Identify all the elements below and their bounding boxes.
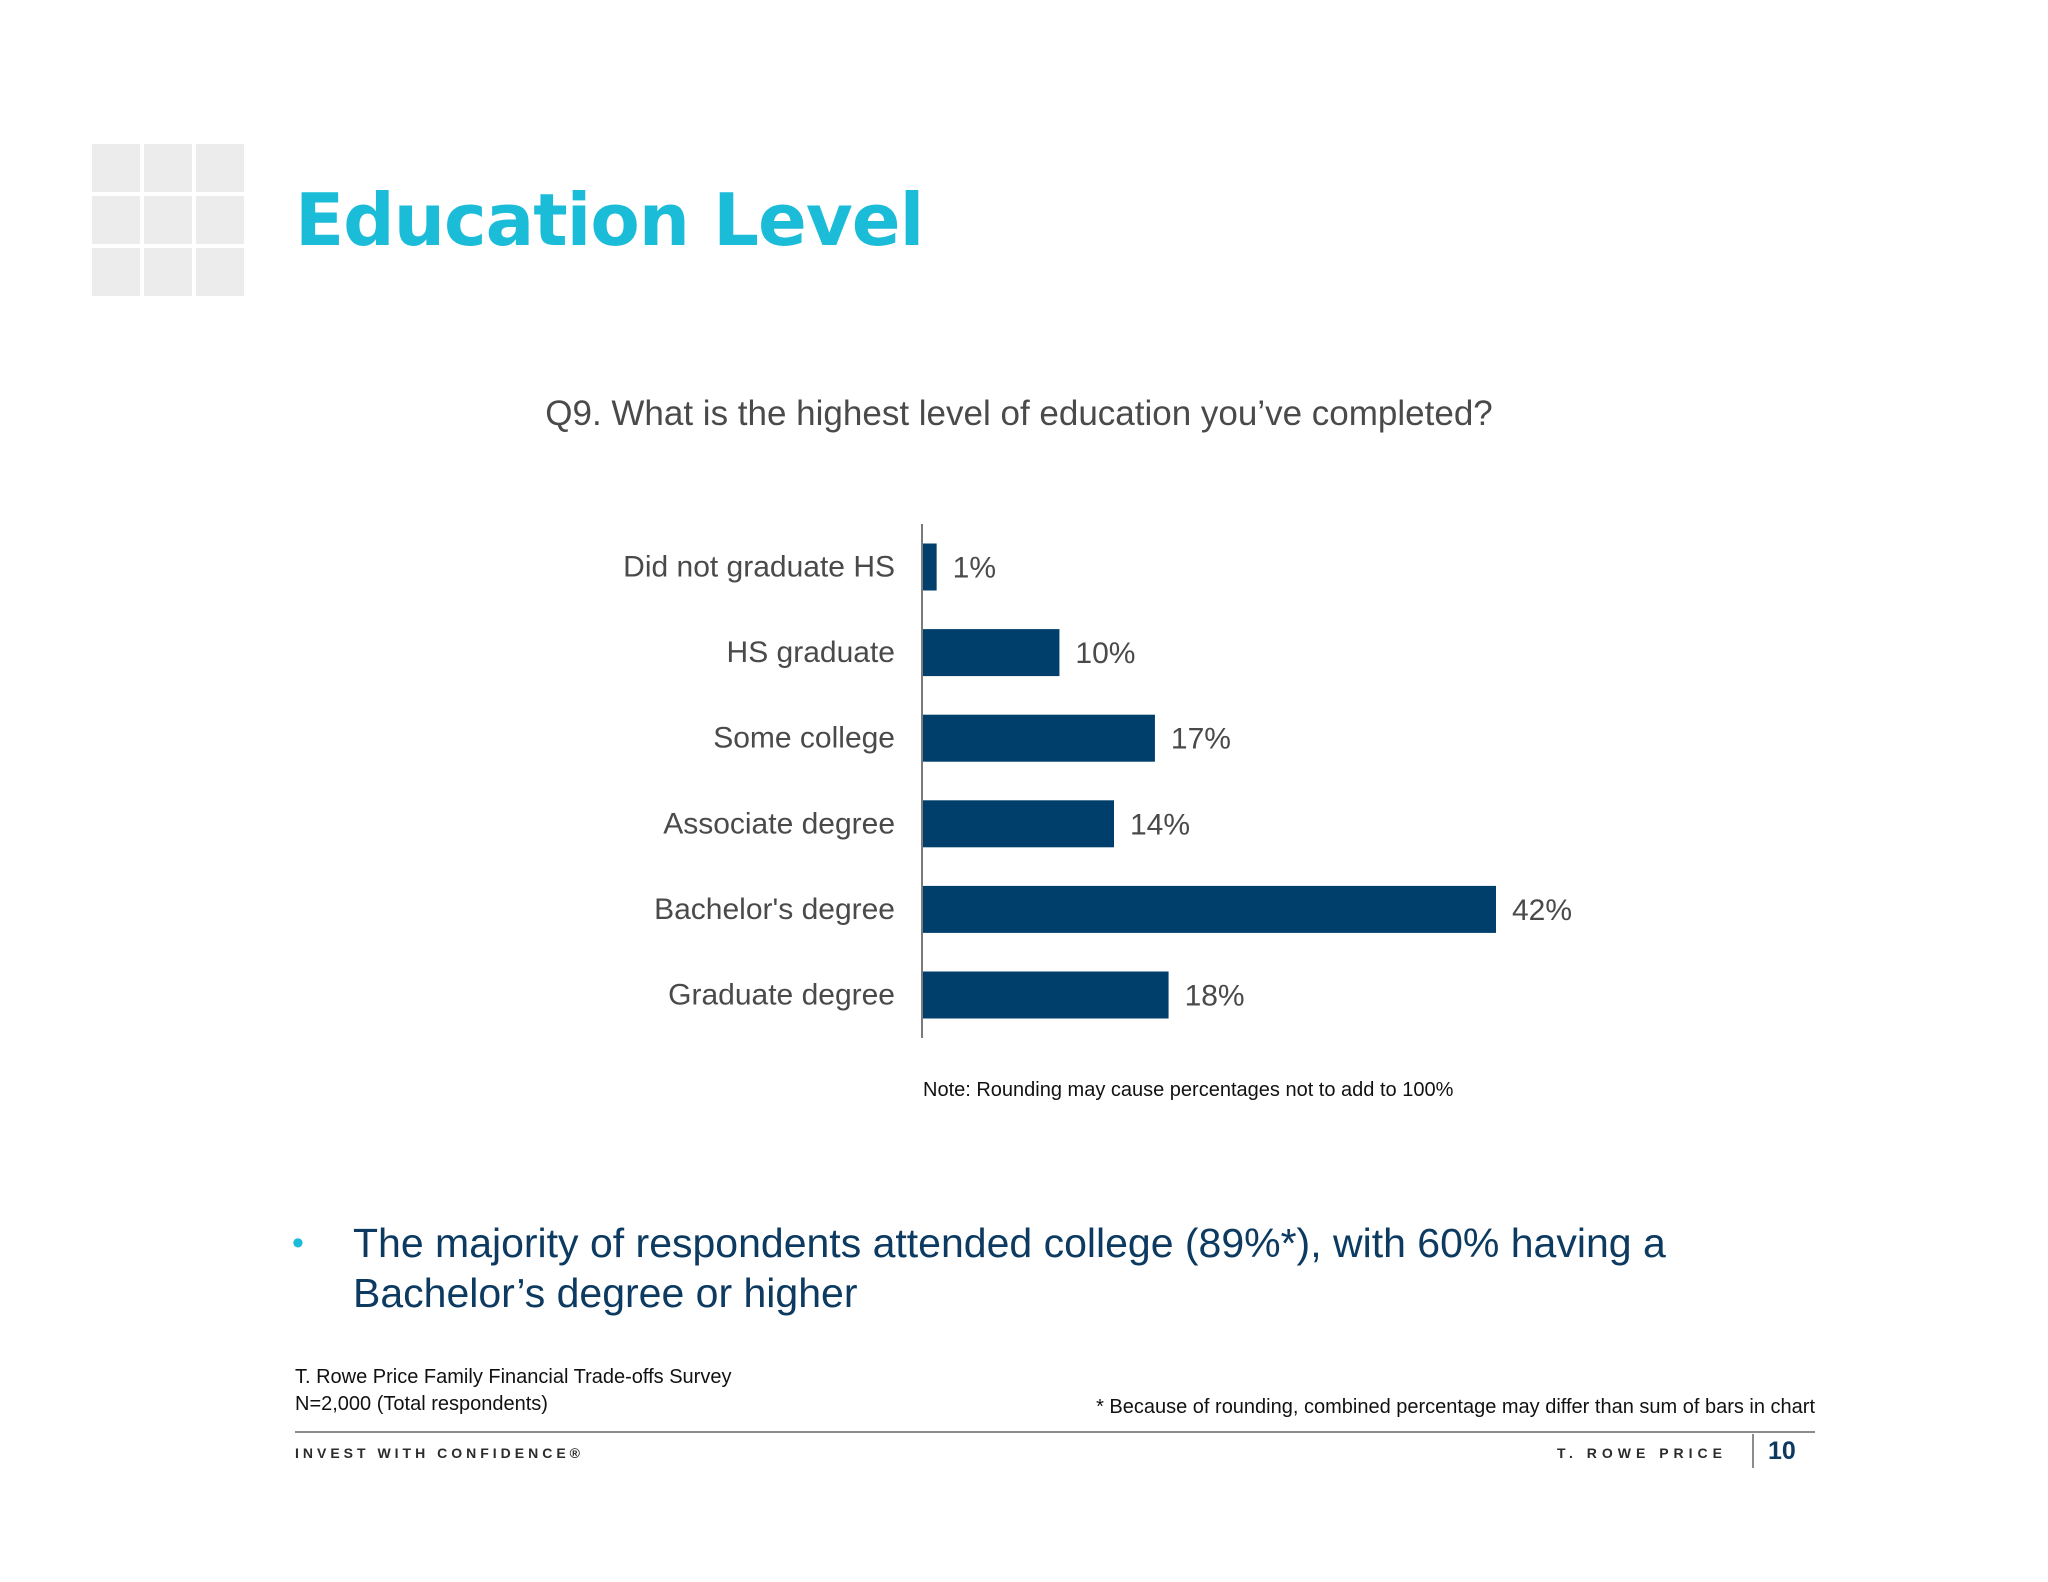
- category-label: Graduate degree: [668, 979, 895, 1012]
- page-title: Education Level: [295, 178, 924, 262]
- bullet-marker: •: [292, 1224, 304, 1262]
- category-label: HS graduate: [727, 636, 895, 669]
- bar-chart: Did not graduate HS 1% HS graduate 10% Some …: [623, 524, 1572, 1038]
- bar: [923, 971, 1169, 1019]
- data-label: 42%: [1512, 894, 1572, 927]
- page-number: 10: [1768, 1437, 1796, 1465]
- category-label: Some college: [713, 722, 895, 755]
- logo-grid-decoration: [92, 144, 244, 296]
- data-label: 14%: [1130, 808, 1190, 841]
- chart-note: Note: Rounding may cause percentages not…: [923, 1079, 1454, 1101]
- footer-brand: T. ROWE PRICE: [1556, 1445, 1727, 1461]
- category-label: Associate degree: [663, 807, 895, 840]
- category-label: Bachelor's degree: [654, 893, 895, 926]
- source-survey: T. Rowe Price Family Financial Trade-off…: [295, 1366, 732, 1388]
- chart-title: Q9. What is the highest level of educati…: [545, 394, 1493, 433]
- bar: [923, 800, 1114, 848]
- data-label: 18%: [1185, 980, 1245, 1013]
- key-finding: • The majority of respondents attended c…: [292, 1218, 1732, 1318]
- data-label: 1%: [953, 552, 996, 585]
- footnote: * Because of rounding, combined percenta…: [1096, 1396, 1815, 1418]
- footer-divider: [295, 1431, 1815, 1433]
- bar: [923, 714, 1155, 762]
- footer-tagline: INVEST WITH CONFIDENCE®: [295, 1445, 584, 1461]
- data-label: 17%: [1171, 723, 1231, 756]
- page-number-divider: [1752, 1434, 1754, 1468]
- category-label: Did not graduate HS: [623, 551, 895, 584]
- source-info: T. Rowe Price Family Financial Trade-off…: [295, 1364, 731, 1418]
- key-finding-text: The majority of respondents attended col…: [353, 1220, 1666, 1316]
- bar: [923, 629, 1060, 677]
- bar: [923, 543, 937, 591]
- bar: [923, 885, 1496, 933]
- data-label: 10%: [1075, 637, 1135, 670]
- source-sample: N=2,000 (Total respondents): [295, 1393, 548, 1415]
